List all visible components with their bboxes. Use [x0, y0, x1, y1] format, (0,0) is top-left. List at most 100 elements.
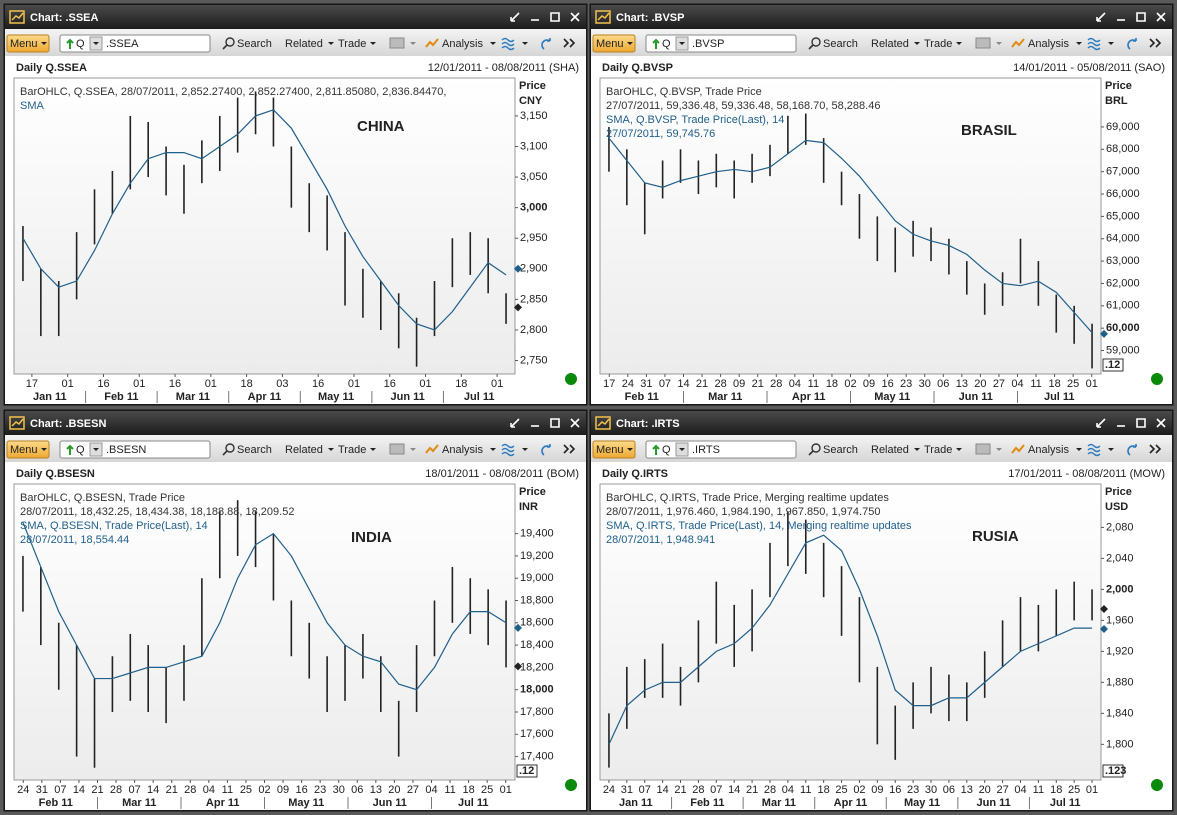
- more-icon[interactable]: [563, 38, 576, 48]
- x-day-label: 18: [1050, 784, 1062, 796]
- close-button[interactable]: [1156, 12, 1166, 22]
- image-caret: [996, 42, 1002, 45]
- window-title: Chart: .SSEA: [30, 12, 99, 24]
- x-day-label: 11: [808, 378, 819, 390]
- chart-icon: [595, 416, 611, 430]
- wave-caret: [1108, 448, 1114, 451]
- x-day-label: 27: [993, 378, 1005, 390]
- y-axis-title: Price: [1105, 80, 1132, 92]
- price-marker: [1100, 604, 1108, 613]
- chart-icon: [595, 10, 611, 24]
- image-icon: [389, 443, 405, 455]
- maximize-button[interactable]: [1136, 12, 1146, 22]
- x-day-label: 25: [1068, 784, 1080, 796]
- search-button[interactable]: Search: [823, 444, 858, 456]
- x-day-label: 21: [674, 784, 686, 796]
- q-label: Q: [76, 38, 85, 50]
- more-icon[interactable]: [563, 444, 576, 454]
- related-button[interactable]: Related: [871, 444, 909, 456]
- chart-name: Daily Q.SSEA: [16, 62, 87, 74]
- title-bar: [5, 5, 586, 29]
- analysis-icon: [1011, 38, 1025, 48]
- search-button[interactable]: Search: [237, 444, 272, 456]
- search-button[interactable]: Search: [237, 38, 272, 50]
- menu-button[interactable]: [592, 34, 636, 53]
- x-day-label: 20: [979, 784, 991, 796]
- analysis-icon: [425, 444, 439, 454]
- x-month-label: May 11: [904, 797, 940, 809]
- currency-label: INR: [519, 501, 538, 513]
- restore-button[interactable]: [1096, 12, 1106, 22]
- close-button[interactable]: [570, 418, 580, 428]
- restore-button[interactable]: [1096, 418, 1106, 428]
- window-title: Chart: .BSESN: [30, 418, 106, 430]
- link-icon: [541, 444, 551, 456]
- maximize-button[interactable]: [550, 12, 560, 22]
- y-tick-label: 1,840: [1106, 707, 1134, 719]
- analysis-caret: [490, 448, 496, 451]
- x-day-label: 14: [73, 784, 85, 796]
- y-tick-label: 18,800: [520, 594, 554, 606]
- menu-button[interactable]: [6, 34, 50, 53]
- restore-button[interactable]: [510, 12, 520, 22]
- chart-name: Daily Q.IRTS: [602, 468, 668, 480]
- x-day-label: 31: [36, 784, 48, 796]
- legend-text: SMA, Q.BVSP, Trade Price(Last), 14: [606, 114, 784, 126]
- x-month-label: Jul 11: [464, 391, 495, 403]
- x-day-label: 06: [937, 378, 949, 390]
- analysis-button[interactable]: Analysis: [442, 444, 483, 456]
- close-button[interactable]: [570, 12, 580, 22]
- x-day-label: 14: [657, 784, 669, 796]
- legend-text: BarOHLC, Q.IRTS, Trade Price, Merging re…: [606, 492, 889, 504]
- x-month-label: Jul 11: [458, 797, 489, 809]
- trade-button[interactable]: Trade: [924, 38, 952, 50]
- currency-label: CNY: [519, 95, 543, 107]
- trade-button[interactable]: Trade: [338, 38, 366, 50]
- title-bar: [591, 5, 1172, 29]
- y-tick-label: 18,400: [520, 639, 554, 651]
- legend-text: 28/07/2011, 18,554.44: [20, 534, 129, 546]
- y-tick-label: 2,950: [520, 232, 548, 244]
- image-caret: [410, 42, 416, 45]
- x-month-label: Mar 11: [708, 391, 742, 403]
- x-day-label: 01: [133, 378, 145, 390]
- x-month-label: Apr 11: [206, 797, 240, 809]
- x-day-label: 18: [462, 784, 474, 796]
- x-day-label: 07: [710, 784, 722, 796]
- plot-area: [13, 77, 516, 375]
- maximize-button[interactable]: [550, 418, 560, 428]
- related-caret: [914, 448, 920, 451]
- y-tick-label: 19,200: [520, 550, 554, 562]
- trade-button[interactable]: Trade: [338, 444, 366, 456]
- more-icon[interactable]: [1149, 38, 1162, 48]
- x-day-label: 18: [818, 784, 830, 796]
- x-day-label: 01: [62, 378, 74, 390]
- analysis-button[interactable]: Analysis: [442, 38, 483, 50]
- menu-button[interactable]: [6, 440, 50, 459]
- x-day-label: 11: [1033, 784, 1044, 796]
- currency-label: BRL: [1105, 95, 1128, 107]
- analysis-button[interactable]: Analysis: [1028, 38, 1069, 50]
- price-marker: [1100, 329, 1108, 338]
- legend-text: BarOHLC, Q.BSESN, Trade Price: [20, 492, 185, 504]
- x-month-label: Mar 11: [176, 391, 210, 403]
- title-bar: [591, 411, 1172, 435]
- related-button[interactable]: Related: [285, 444, 323, 456]
- trade-button[interactable]: Trade: [924, 444, 952, 456]
- related-button[interactable]: Related: [871, 38, 909, 50]
- maximize-button[interactable]: [1136, 418, 1146, 428]
- x-day-label: 06: [351, 784, 363, 796]
- window-title: Chart: .BVSP: [616, 12, 684, 24]
- restore-button[interactable]: [510, 418, 520, 428]
- wave-icon: [1087, 443, 1101, 457]
- status-dot: [565, 779, 577, 791]
- more-icon[interactable]: [1149, 444, 1162, 454]
- close-button[interactable]: [1156, 418, 1166, 428]
- related-button[interactable]: Related: [285, 38, 323, 50]
- x-day-label: 16: [889, 784, 901, 796]
- search-button[interactable]: Search: [823, 38, 858, 50]
- analysis-button[interactable]: Analysis: [1028, 444, 1069, 456]
- search-icon: [225, 443, 235, 453]
- menu-button[interactable]: [592, 440, 636, 459]
- x-day-label: 11: [444, 784, 455, 796]
